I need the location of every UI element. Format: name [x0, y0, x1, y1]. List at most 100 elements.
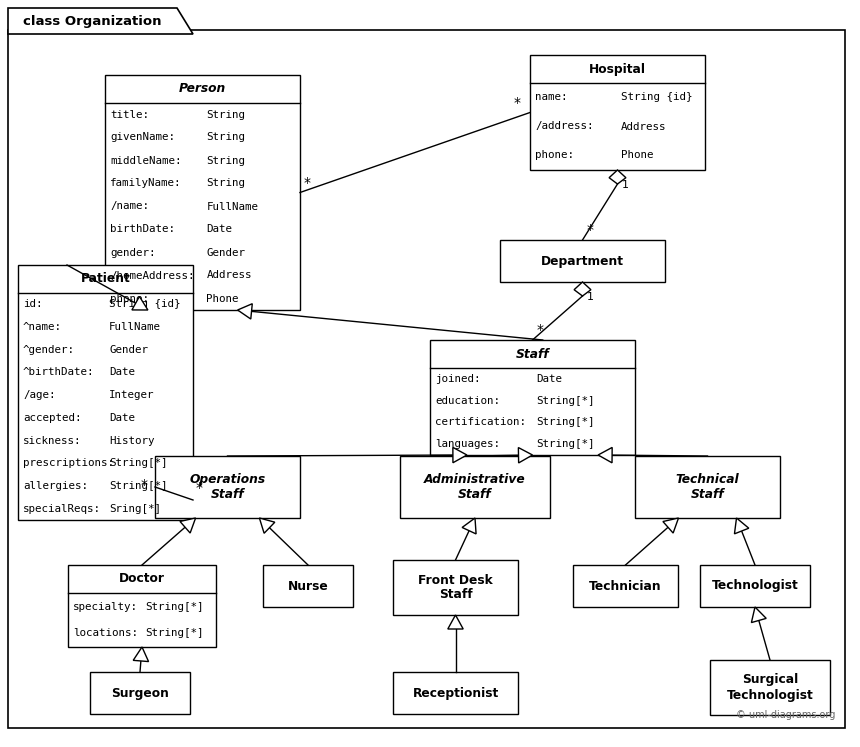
Text: *: * — [514, 96, 521, 110]
Polygon shape — [598, 447, 612, 463]
Polygon shape — [663, 518, 679, 533]
Bar — [18, 265, 193, 520]
Text: String: String — [206, 155, 245, 166]
Text: Integer: Integer — [109, 390, 155, 400]
Text: *: * — [537, 323, 544, 337]
Bar — [263, 565, 353, 607]
Bar — [700, 565, 810, 607]
Text: languages:: languages: — [435, 439, 500, 449]
Text: 1: 1 — [622, 180, 629, 190]
Text: Hospital: Hospital — [589, 63, 646, 75]
Polygon shape — [752, 607, 766, 622]
Text: String[*]: String[*] — [537, 418, 595, 427]
Text: education:: education: — [435, 396, 500, 406]
Polygon shape — [133, 647, 149, 662]
Text: Doctor: Doctor — [119, 572, 165, 586]
Text: Phone: Phone — [621, 150, 654, 161]
Bar — [105, 75, 300, 310]
Text: prescriptions:: prescriptions: — [23, 458, 114, 468]
Bar — [68, 565, 216, 647]
Polygon shape — [519, 447, 532, 463]
Text: Phone: Phone — [206, 294, 239, 303]
Bar — [500, 240, 665, 282]
Bar — [393, 560, 518, 615]
Text: /age:: /age: — [23, 390, 56, 400]
Text: phone:: phone: — [535, 150, 574, 161]
Bar — [90, 672, 190, 714]
Polygon shape — [609, 170, 626, 184]
Text: title:: title: — [110, 110, 149, 120]
Polygon shape — [8, 8, 193, 34]
Text: /address:: /address: — [535, 122, 593, 131]
Polygon shape — [237, 304, 252, 319]
Text: Technologist: Technologist — [711, 580, 798, 592]
Text: middleName:: middleName: — [110, 155, 181, 166]
Text: Receptionist: Receptionist — [413, 686, 499, 699]
Text: Operations
Staff: Operations Staff — [189, 473, 266, 501]
Polygon shape — [574, 282, 591, 296]
Text: Gender: Gender — [206, 247, 245, 258]
Text: certification:: certification: — [435, 418, 526, 427]
Bar — [393, 672, 518, 714]
Text: FullName: FullName — [206, 202, 258, 211]
Text: © uml-diagrams.org: © uml-diagrams.org — [735, 710, 835, 720]
Text: Sring[*]: Sring[*] — [109, 503, 161, 514]
Text: Surgical
Technologist: Surgical Technologist — [727, 674, 814, 701]
Text: Technical
Staff: Technical Staff — [676, 473, 740, 501]
Text: Address: Address — [621, 122, 666, 131]
Polygon shape — [462, 518, 476, 534]
Bar — [710, 660, 830, 715]
Text: phone:: phone: — [110, 294, 149, 303]
Text: String[*]: String[*] — [145, 628, 204, 639]
Text: Date: Date — [109, 413, 135, 423]
Text: joined:: joined: — [435, 374, 481, 384]
Text: Person: Person — [179, 82, 226, 96]
Text: /name:: /name: — [110, 202, 149, 211]
Text: sickness:: sickness: — [23, 436, 82, 445]
Text: ^name:: ^name: — [23, 322, 62, 332]
Text: String: String — [206, 179, 245, 188]
Text: String[*]: String[*] — [109, 481, 168, 491]
Text: String: String — [206, 110, 245, 120]
Text: String: String — [206, 132, 245, 143]
Text: Nurse: Nurse — [287, 580, 329, 592]
Bar — [430, 340, 635, 455]
Text: accepted:: accepted: — [23, 413, 82, 423]
Text: Front Desk
Staff: Front Desk Staff — [418, 574, 493, 601]
Bar — [530, 55, 705, 170]
Text: Gender: Gender — [109, 345, 148, 355]
Polygon shape — [180, 518, 195, 533]
Text: String[*]: String[*] — [145, 601, 204, 612]
Text: name:: name: — [535, 93, 568, 102]
Bar — [400, 456, 550, 518]
Text: Technician: Technician — [589, 580, 662, 592]
Text: Address: Address — [206, 270, 252, 281]
Text: Department: Department — [541, 255, 624, 267]
Text: gender:: gender: — [110, 247, 156, 258]
Polygon shape — [132, 297, 148, 310]
Text: Date: Date — [206, 225, 232, 235]
Text: String[*]: String[*] — [537, 439, 595, 449]
Text: specialReqs:: specialReqs: — [23, 503, 101, 514]
Text: Administrative
Staff: Administrative Staff — [424, 473, 525, 501]
Text: *: * — [304, 176, 311, 190]
Text: familyName:: familyName: — [110, 179, 181, 188]
Text: History: History — [109, 436, 155, 445]
Polygon shape — [260, 518, 275, 533]
Text: String[*]: String[*] — [109, 458, 168, 468]
Text: 1: 1 — [587, 292, 593, 302]
Polygon shape — [734, 518, 749, 534]
Polygon shape — [453, 447, 467, 462]
Text: Staff: Staff — [516, 347, 550, 361]
Text: Date: Date — [109, 368, 135, 377]
Text: *: * — [141, 478, 148, 492]
Text: String {id}: String {id} — [109, 300, 181, 309]
Text: specialty:: specialty: — [73, 601, 138, 612]
Text: Date: Date — [537, 374, 562, 384]
Text: FullName: FullName — [109, 322, 161, 332]
Text: String[*]: String[*] — [537, 396, 595, 406]
Text: Patient: Patient — [81, 273, 131, 285]
Text: id:: id: — [23, 300, 42, 309]
Text: ^gender:: ^gender: — [23, 345, 75, 355]
Text: *: * — [587, 223, 593, 237]
